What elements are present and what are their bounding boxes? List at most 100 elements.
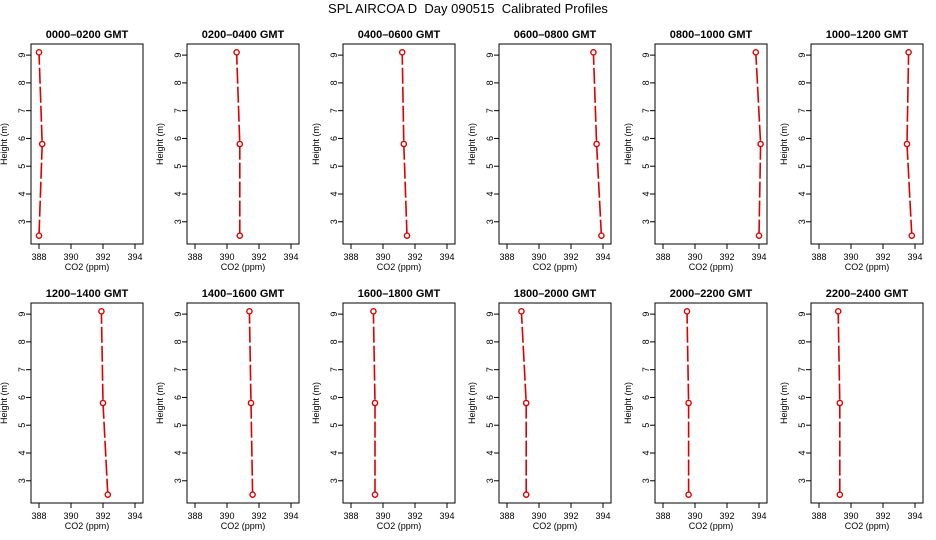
x-tick-label: 388 — [499, 511, 514, 521]
data-point — [752, 49, 760, 56]
data-point — [398, 49, 406, 56]
x-tick-label: 392 — [875, 252, 890, 262]
y-tick-label: 8 — [17, 80, 27, 85]
y-tick-label: 5 — [173, 164, 183, 169]
x-axis-label: CO2 (ppm) — [845, 262, 890, 272]
y-tick-label: 7 — [17, 108, 27, 113]
x-tick-label: 392 — [251, 511, 266, 521]
y-tick-label: 8 — [641, 80, 651, 85]
x-tick-label: 390 — [219, 511, 234, 521]
y-axis-label: Height (m) — [0, 382, 9, 424]
y-tick-label: 4 — [173, 450, 183, 455]
panel-title: 0200–0400 GMT — [202, 29, 285, 41]
y-tick-label: 4 — [173, 191, 183, 196]
plot-frame — [810, 43, 924, 245]
y-tick-label: 4 — [485, 450, 495, 455]
y-tick-label: 7 — [485, 367, 495, 372]
x-tick-label: 390 — [63, 252, 78, 262]
x-tick-label: 390 — [63, 511, 78, 521]
y-axis-label: Height (m) — [311, 123, 321, 165]
x-tick-label: 388 — [343, 511, 358, 521]
data-point — [371, 399, 379, 407]
y-tick-label: 5 — [173, 423, 183, 428]
y-tick-label: 7 — [797, 108, 807, 113]
x-tick-label: 390 — [531, 511, 546, 521]
x-tick-label: 388 — [499, 252, 514, 262]
y-tick-label: 5 — [797, 164, 807, 169]
y-tick-label: 8 — [173, 339, 183, 344]
plot-frame — [186, 43, 300, 245]
panel-title: 1000–1200 GMT — [826, 29, 909, 41]
profile-panel: 2000–2200 GMT 388 390 392 394 CO2 (ppm) 3 4 5 6 7 8… — [623, 288, 768, 531]
y-tick-label: 4 — [641, 191, 651, 196]
profile-panel: 1000–1200 GMT 388 390 392 394 CO2 (ppm) 3 4 5 6 7 8… — [779, 29, 924, 272]
y-tick-label: 6 — [329, 136, 339, 141]
y-axis-label: Height (m) — [155, 382, 165, 424]
y-tick-label: 9 — [173, 53, 183, 58]
data-point — [518, 308, 525, 315]
y-tick-label: 9 — [329, 312, 339, 317]
x-tick-label: 390 — [843, 252, 858, 262]
y-tick-label: 5 — [485, 164, 495, 169]
x-tick-label: 394 — [283, 511, 298, 521]
x-tick-label: 388 — [811, 252, 826, 262]
y-tick-label: 3 — [641, 478, 651, 483]
y-axis-label: Height (m) — [311, 382, 321, 424]
x-tick-label: 394 — [595, 252, 610, 262]
y-tick-label: 7 — [485, 108, 495, 113]
y-tick-label: 8 — [329, 80, 339, 85]
y-tick-label: 5 — [485, 423, 495, 428]
y-tick-label: 5 — [329, 164, 339, 169]
y-tick-label: 3 — [17, 219, 27, 224]
panel-title: 0000–0200 GMT — [46, 29, 129, 41]
data-point — [370, 308, 377, 315]
panel-title: 1800–2000 GMT — [514, 288, 597, 300]
data-point — [249, 491, 256, 498]
data-point — [903, 140, 911, 148]
x-tick-label: 388 — [811, 511, 826, 521]
y-tick-label: 7 — [329, 367, 339, 372]
plot-frame — [30, 43, 144, 245]
plot-frame — [654, 302, 768, 504]
plot-frame — [810, 302, 924, 504]
y-tick-label: 8 — [173, 80, 183, 85]
y-axis-label: Height (m) — [467, 123, 477, 165]
x-tick-label: 388 — [31, 511, 46, 521]
x-tick-label: 394 — [751, 252, 766, 262]
y-tick-label: 9 — [797, 53, 807, 58]
y-tick-label: 4 — [17, 450, 27, 455]
y-axis-label: Height (m) — [779, 382, 789, 424]
x-tick-label: 394 — [907, 252, 922, 262]
y-tick-label: 7 — [641, 367, 651, 372]
data-point — [685, 399, 692, 407]
y-tick-label: 6 — [17, 395, 27, 400]
data-point — [757, 140, 764, 148]
data-point — [371, 491, 379, 498]
y-tick-label: 8 — [329, 339, 339, 344]
y-tick-label: 9 — [797, 312, 807, 317]
y-tick-label: 4 — [329, 450, 339, 455]
panel-title: 0800–1000 GMT — [670, 29, 753, 41]
plot-frame — [654, 43, 768, 245]
data-point — [99, 399, 107, 407]
y-tick-label: 3 — [17, 478, 27, 483]
y-tick-label: 3 — [329, 478, 339, 483]
y-tick-label: 8 — [485, 339, 495, 344]
x-tick-label: 390 — [375, 252, 390, 262]
y-tick-label: 3 — [173, 478, 183, 483]
panel-title: 0600–0800 GMT — [514, 29, 597, 41]
x-tick-label: 392 — [719, 252, 734, 262]
data-point — [247, 399, 255, 407]
y-tick-label: 7 — [329, 108, 339, 113]
x-axis-label: CO2 (ppm) — [533, 521, 578, 531]
data-point — [905, 49, 912, 56]
y-tick-label: 9 — [485, 312, 495, 317]
x-tick-label: 390 — [531, 252, 546, 262]
y-axis-label: Height (m) — [467, 382, 477, 424]
profile-panel: 0600–0800 GMT 388 390 392 394 CO2 (ppm) 3 4 5 6 7 8… — [467, 29, 612, 272]
x-tick-label: 392 — [875, 511, 890, 521]
y-tick-label: 8 — [17, 339, 27, 344]
x-tick-label: 392 — [407, 252, 422, 262]
x-tick-label: 394 — [283, 252, 298, 262]
y-tick-label: 7 — [173, 367, 183, 372]
